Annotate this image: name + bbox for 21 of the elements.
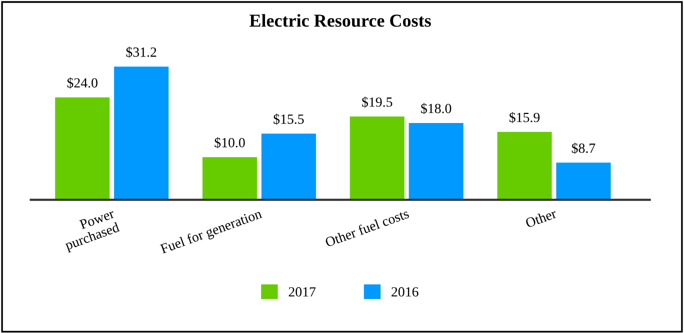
bar	[202, 157, 258, 200]
data-label: $24.0	[67, 77, 98, 88]
chart-title: Electric Resource Costs	[250, 14, 431, 27]
data-label: $18.0	[421, 102, 452, 114]
x-tick-label: Other	[524, 208, 558, 228]
bar	[55, 97, 110, 200]
bar	[261, 134, 316, 200]
data-label: $8.7	[572, 142, 596, 154]
data-label: $31.2	[126, 46, 156, 58]
bar	[408, 122, 464, 200]
legend-label: 2017	[288, 287, 316, 297]
data-label: $15.9	[509, 112, 540, 124]
x-tick-label: Other fuel costs	[324, 208, 410, 248]
bar	[114, 66, 169, 200]
bar	[556, 162, 611, 200]
data-label: $10.0	[214, 137, 245, 148]
legend-label: 2016	[392, 287, 418, 297]
data-label: $19.5	[362, 96, 392, 108]
bar	[350, 116, 404, 200]
data-label: $15.5	[274, 114, 304, 125]
bar	[497, 132, 552, 200]
